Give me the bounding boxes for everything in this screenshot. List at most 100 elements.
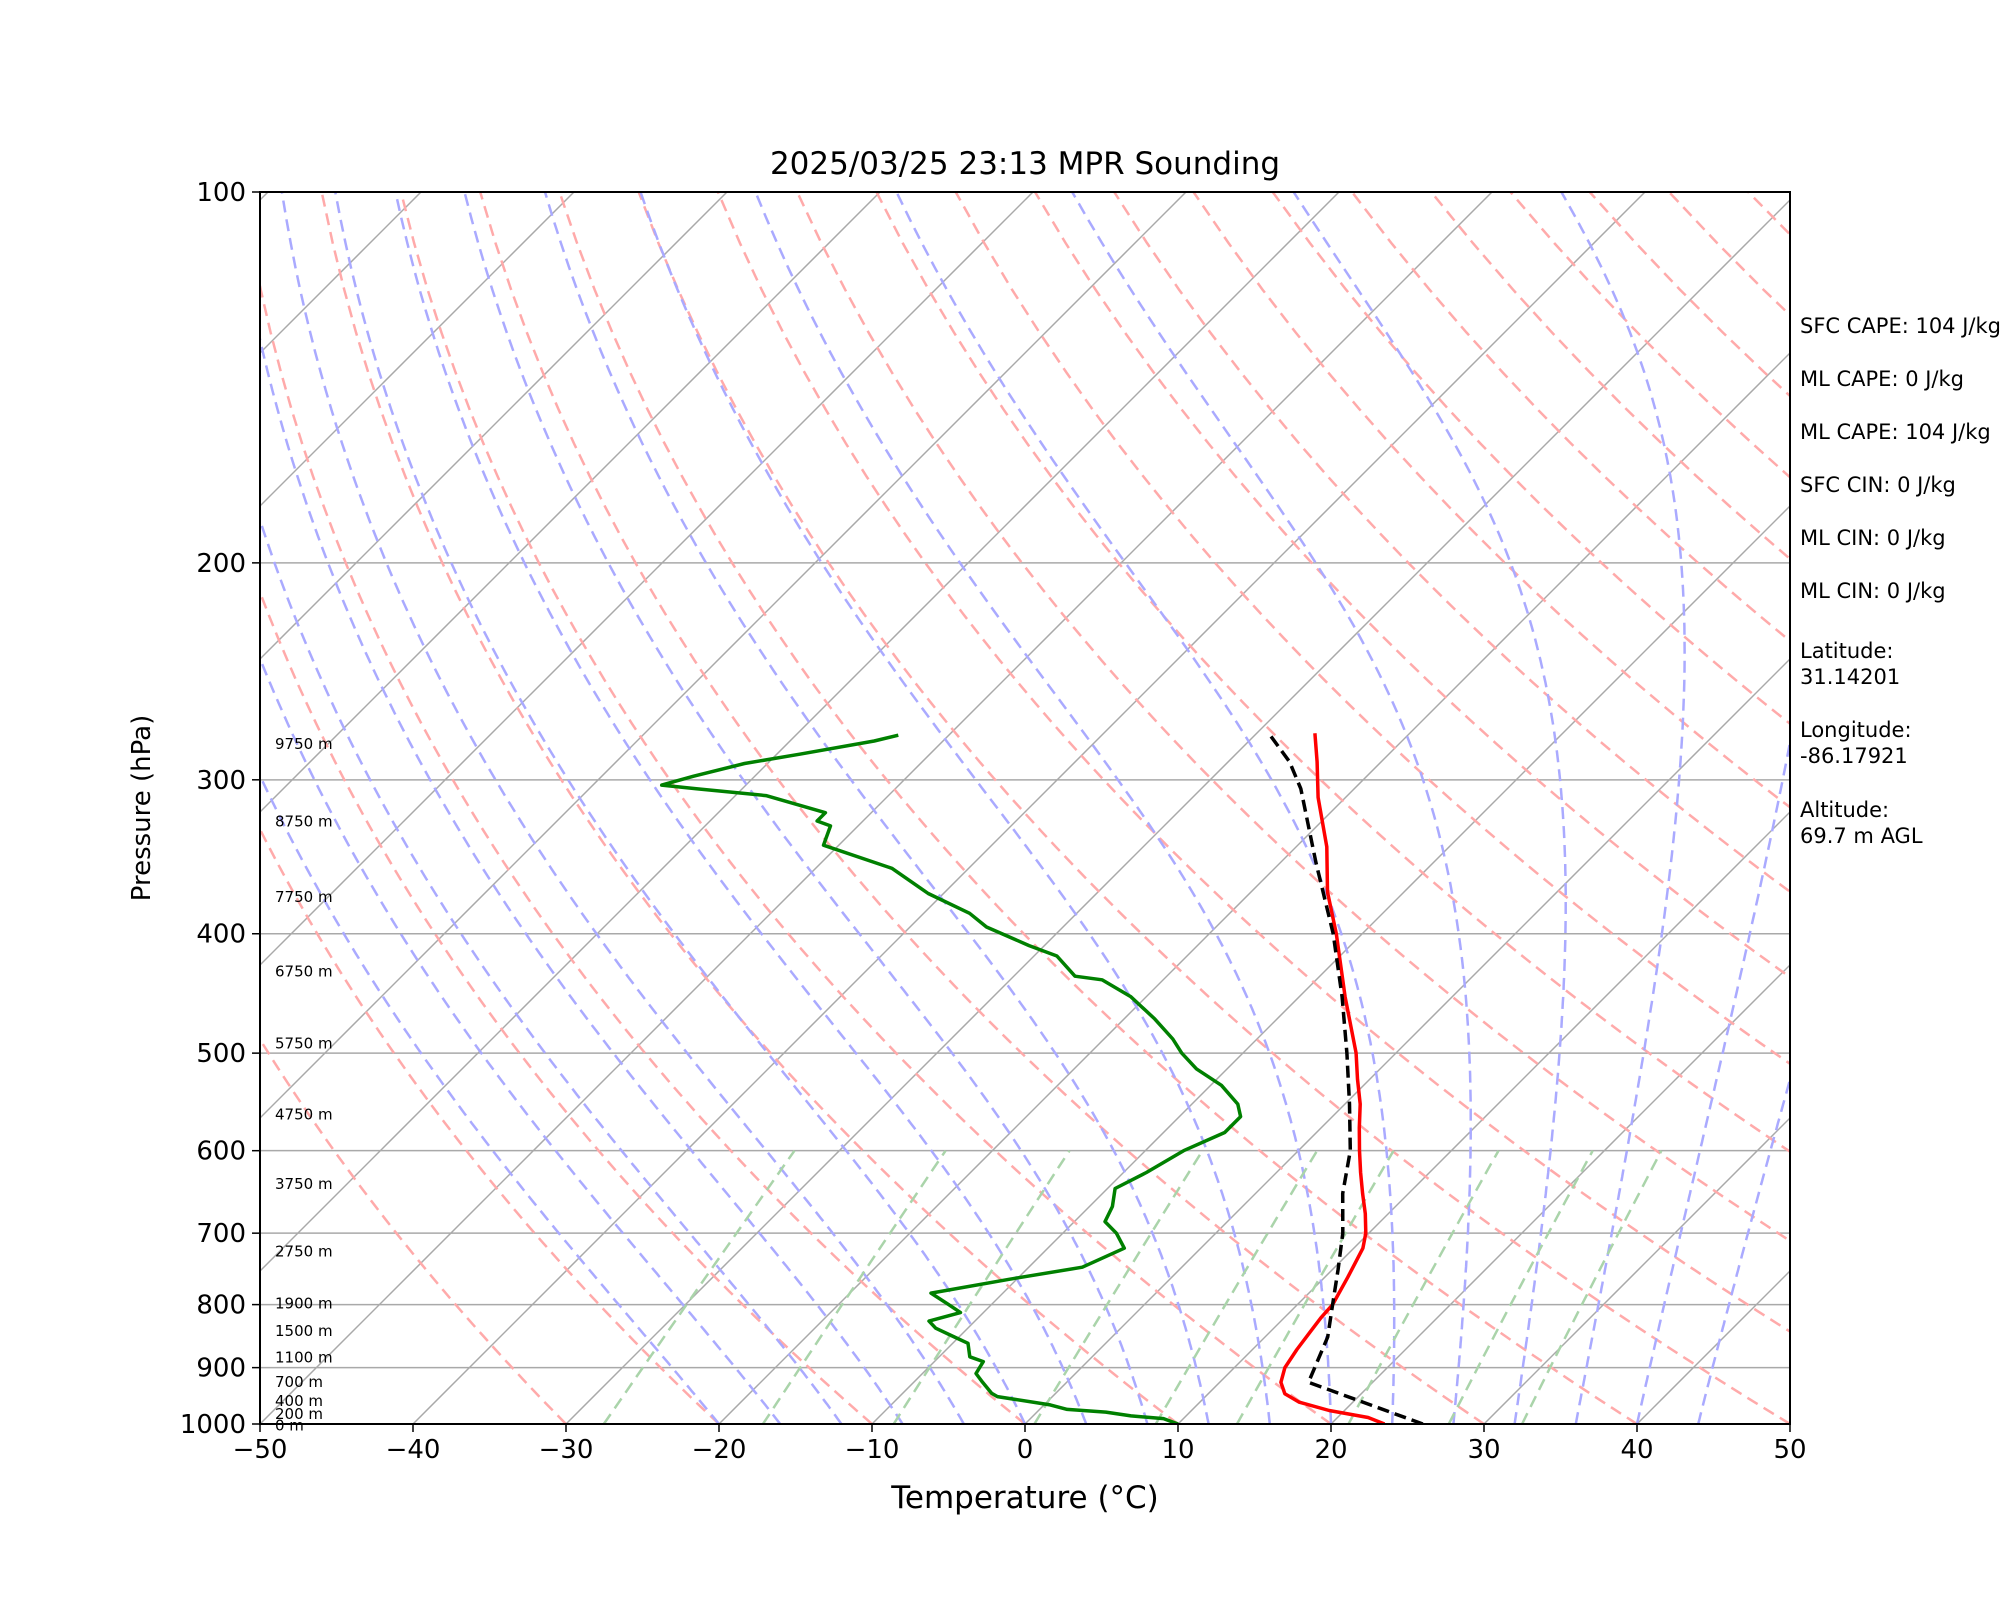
mixing-ratio-line (602, 1149, 796, 1424)
stat-entry: Latitude: 31.14201 (1800, 638, 1900, 690)
stat-text: Longitude: (1800, 718, 1912, 742)
isotherm-line (260, 192, 1034, 967)
stat-entry: ML CIN: 0 J/kg (1800, 525, 1946, 551)
x-tick-label: 40 (1620, 1435, 1653, 1465)
moist-adiabat-line (394, 192, 1088, 1424)
isotherm-line (412, 192, 1646, 1424)
moist-adiabat-line (260, 655, 782, 1424)
height-label: 8750 m (275, 813, 333, 831)
moist-adiabat-line (1071, 192, 1472, 1424)
stat-entry: Longitude: -86.17921 (1800, 717, 1912, 769)
isotherm-line (718, 351, 1790, 1424)
moist-adiabat-line (334, 192, 1027, 1424)
y-tick-label: 900 (196, 1354, 246, 1384)
background-lines (0, 192, 1790, 1424)
dewpoint-line (659, 733, 1243, 1424)
moist-adiabat-line (639, 192, 1272, 1424)
moist-adiabat-line (543, 192, 1210, 1424)
y-axis-label: Pressure (hPa) (127, 715, 157, 902)
mixing-ratio-line (761, 1149, 947, 1424)
stat-text: Latitude: (1800, 639, 1894, 663)
y-tick-label: 700 (196, 1219, 246, 1249)
y-tick-label: 1000 (180, 1410, 246, 1440)
dry-adiabat-line (260, 588, 873, 1424)
isotherm-line (260, 192, 575, 508)
moist-adiabat-line (260, 333, 904, 1424)
y-tick-label: 300 (196, 766, 246, 796)
plot-background (260, 192, 1790, 1424)
y-tick-label: 600 (196, 1137, 246, 1167)
y-tick-label: 500 (196, 1039, 246, 1069)
x-tick-label: 50 (1773, 1435, 1806, 1465)
moist-adiabat-line (1292, 192, 1567, 1424)
y-tick-label: 100 (196, 178, 246, 208)
stat-text: 69.7 m AGL (1800, 824, 1923, 848)
isotherm-line (260, 192, 1187, 1120)
x-axis-label: Temperature (°C) (890, 1480, 1159, 1516)
chart-title: 2025/03/25 23:13 MPR Sounding (770, 146, 1280, 182)
dry-adiabat-line (1113, 192, 1790, 894)
moist-adiabat-line (1696, 1075, 1790, 1424)
x-tick-label: −20 (692, 1435, 747, 1465)
mixing-ratio-line (1154, 1150, 1319, 1424)
isotherm-line (565, 198, 1790, 1424)
height-label: 0 m (275, 1417, 304, 1435)
mixing-ratio-line (1447, 1150, 1594, 1424)
height-label: 200 m (275, 1405, 323, 1423)
stat-text: ML CAPE: 0 J/kg (1800, 367, 1965, 391)
isotherm-line (1330, 963, 1790, 1424)
temperature-line (1279, 733, 1386, 1424)
stat-text: -86.17921 (1800, 744, 1908, 768)
x-tick-label: −50 (233, 1435, 288, 1465)
height-label: 9750 m (275, 735, 333, 753)
isotherm-line (260, 192, 1493, 1424)
y-tick-label: 800 (196, 1291, 246, 1321)
x-tick-label: 20 (1314, 1435, 1347, 1465)
stat-entry: Altitude: 69.7 m AGL (1800, 797, 1923, 849)
stat-entry: ML CAPE: 0 J/kg (1800, 366, 1964, 392)
height-label: 1500 m (275, 1322, 333, 1340)
moist-adiabat-line (1560, 192, 1686, 1424)
stat-entry: SFC CIN: 0 J/kg (1800, 472, 1956, 498)
dry-adiabat-line (796, 192, 1790, 1243)
y-tick-label: 200 (196, 549, 246, 579)
moist-adiabat-line (260, 516, 843, 1424)
stat-text: Altitude: (1800, 798, 1890, 822)
data-series (659, 733, 1424, 1424)
height-label: 7750 m (275, 888, 333, 906)
moist-adiabat-line (1635, 735, 1790, 1424)
isotherm-line (0, 192, 115, 1424)
height-label: 400 m (275, 1392, 323, 1410)
isotherm-line (1177, 810, 1790, 1424)
height-label: 1100 m (275, 1349, 333, 1367)
dry-adiabat-line (320, 192, 1179, 1424)
height-label: 6750 m (275, 962, 333, 980)
x-tick-label: −10 (845, 1435, 900, 1465)
height-label: 700 m (275, 1373, 323, 1391)
isotherm-line (260, 192, 881, 814)
mixing-ratio-line (892, 1150, 1071, 1424)
x-tick-label: −40 (386, 1435, 441, 1465)
mixing-ratio-line (1520, 1150, 1663, 1424)
dry-adiabat-line (260, 826, 720, 1424)
dry-adiabat-line (1033, 192, 1790, 979)
stat-text: SFC CAPE: 104 J/kg (1800, 314, 2000, 338)
stat-text: SFC CIN: 0 J/kg (1800, 473, 1956, 497)
mixing-ratio-line (1235, 1150, 1395, 1424)
y-tick-label: 400 (196, 920, 246, 950)
x-tick-label: 30 (1467, 1435, 1500, 1465)
dry-adiabat-line (260, 1037, 567, 1424)
dry-adiabat-line (637, 192, 1790, 1424)
moist-adiabat-line (280, 192, 965, 1424)
stat-text: ML CIN: 0 J/kg (1800, 579, 1946, 603)
isotherm-line (260, 192, 1340, 1273)
height-label: 5750 m (275, 1035, 333, 1053)
x-tick-label: 0 (1017, 1435, 1034, 1465)
dry-adiabat-line (260, 279, 1026, 1424)
mixing-ratio-line (1033, 1150, 1204, 1424)
stat-entry: ML CIN: 0 J/kg (1800, 578, 1946, 604)
height-label: 4750 m (275, 1106, 333, 1124)
stat-text: ML CAPE: 104 J/kg (1800, 420, 1991, 444)
height-label: 2750 m (275, 1243, 333, 1261)
